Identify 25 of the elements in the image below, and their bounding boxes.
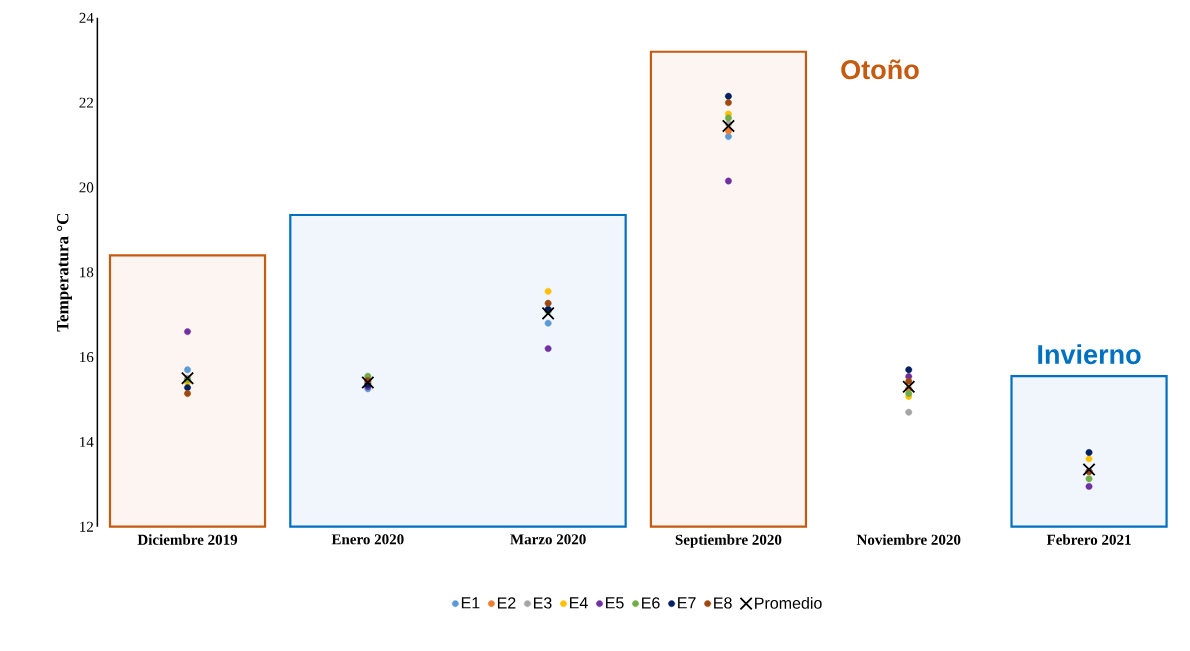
legend-label: E3 — [533, 597, 552, 609]
legend-label: E5 — [606, 597, 624, 609]
y-tick-label: 18 — [80, 267, 94, 278]
legend-label: E6 — [642, 597, 660, 609]
band-label: Invierno — [1038, 344, 1141, 364]
y-tick-label: 12 — [80, 521, 93, 532]
legend-label: E1 — [461, 597, 480, 609]
y-tick-label: 24 — [79, 12, 94, 23]
y-tick-label: 14 — [80, 436, 94, 447]
legend-label: E2 — [497, 597, 516, 609]
x-tick-label: Febrero 2021 — [1046, 534, 1131, 545]
x-tick-label: Noviembre 2020 — [856, 534, 961, 545]
legend-label: E8 — [714, 597, 732, 609]
y-tick-label: 20 — [79, 182, 94, 193]
x-tick-label: Marzo 2020 — [510, 534, 586, 545]
y-tick-label: 22 — [79, 97, 93, 108]
y-tick-label: 16 — [80, 351, 94, 362]
legend-label: E4 — [570, 597, 588, 609]
x-tick-label: Septiembre 2020 — [675, 534, 782, 548]
x-tick-label: Enero 2020 — [331, 534, 404, 545]
legend-label: Promedio — [755, 596, 822, 609]
x-tick-label: Diciembre 2019 — [137, 534, 238, 545]
band-label: Otoño — [841, 59, 919, 80]
y-axis-title: Temperatura °C — [56, 213, 72, 332]
legend-label: E7 — [678, 597, 696, 609]
